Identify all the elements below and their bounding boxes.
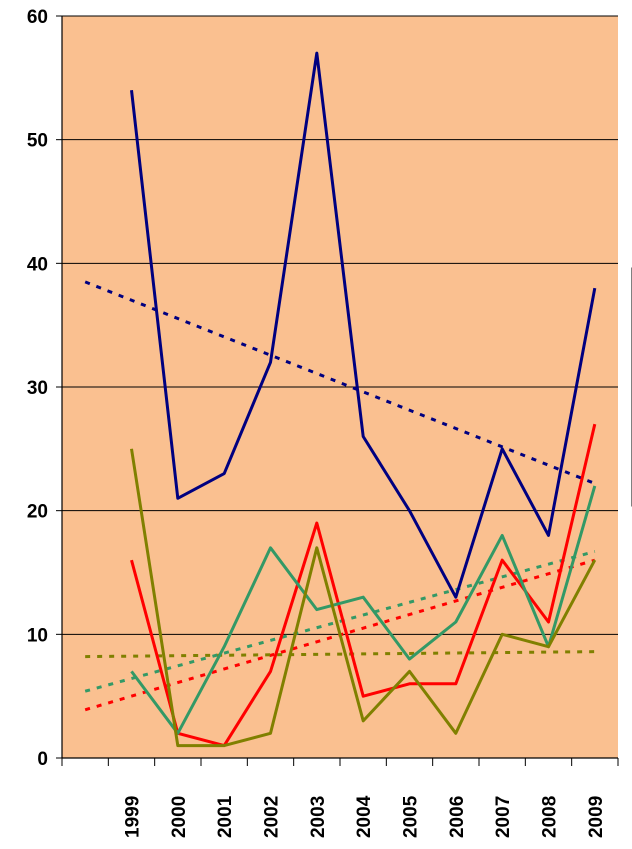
series-line-2: [130, 423, 597, 748]
y-tick-label-40: 40: [27, 254, 48, 275]
y-tick-label-50: 50: [27, 131, 48, 152]
x-axis-tick-labels: 1999 2000 2001 2002 2003 2004 2005 2006 2007 2008…: [123, 795, 607, 838]
x-tick-label-2004: 2004: [354, 795, 375, 838]
series-line-4: [130, 448, 597, 748]
x-tick-label-1999: 1999: [123, 796, 144, 838]
x-tick-label-2003: 2003: [308, 796, 329, 838]
x-tick-label-2001: 2001: [215, 795, 236, 838]
x-tick-label-2009: 2009: [586, 796, 607, 838]
x-tick-label-2007: 2007: [493, 796, 514, 838]
y-tick-label-30: 30: [27, 378, 48, 399]
series-line-3: [130, 485, 597, 735]
y-tick-label-20: 20: [27, 502, 48, 523]
y-tick-label-60: 60: [27, 7, 48, 28]
axes: [56, 15, 619, 766]
x-tick-label-2005: 2005: [401, 795, 422, 838]
trend-line-4: [85, 650, 595, 659]
data-series: [130, 51, 597, 748]
y-tick-label-0: 0: [37, 749, 48, 770]
x-tick-label-2006: 2006: [447, 796, 468, 838]
trend-line-3: [84, 550, 596, 693]
grid-lines: [62, 15, 618, 635]
x-tick-label-2002: 2002: [262, 796, 283, 838]
y-tick-label-10: 10: [27, 625, 48, 646]
x-tick-label-2008: 2008: [540, 796, 561, 838]
trend-line-1: [84, 280, 596, 485]
x-tick-label-2000: 2000: [169, 796, 190, 838]
y-axis-tick-labels: 0 10 20 30 40 50 60: [27, 7, 48, 770]
series-line-1: [130, 51, 597, 599]
